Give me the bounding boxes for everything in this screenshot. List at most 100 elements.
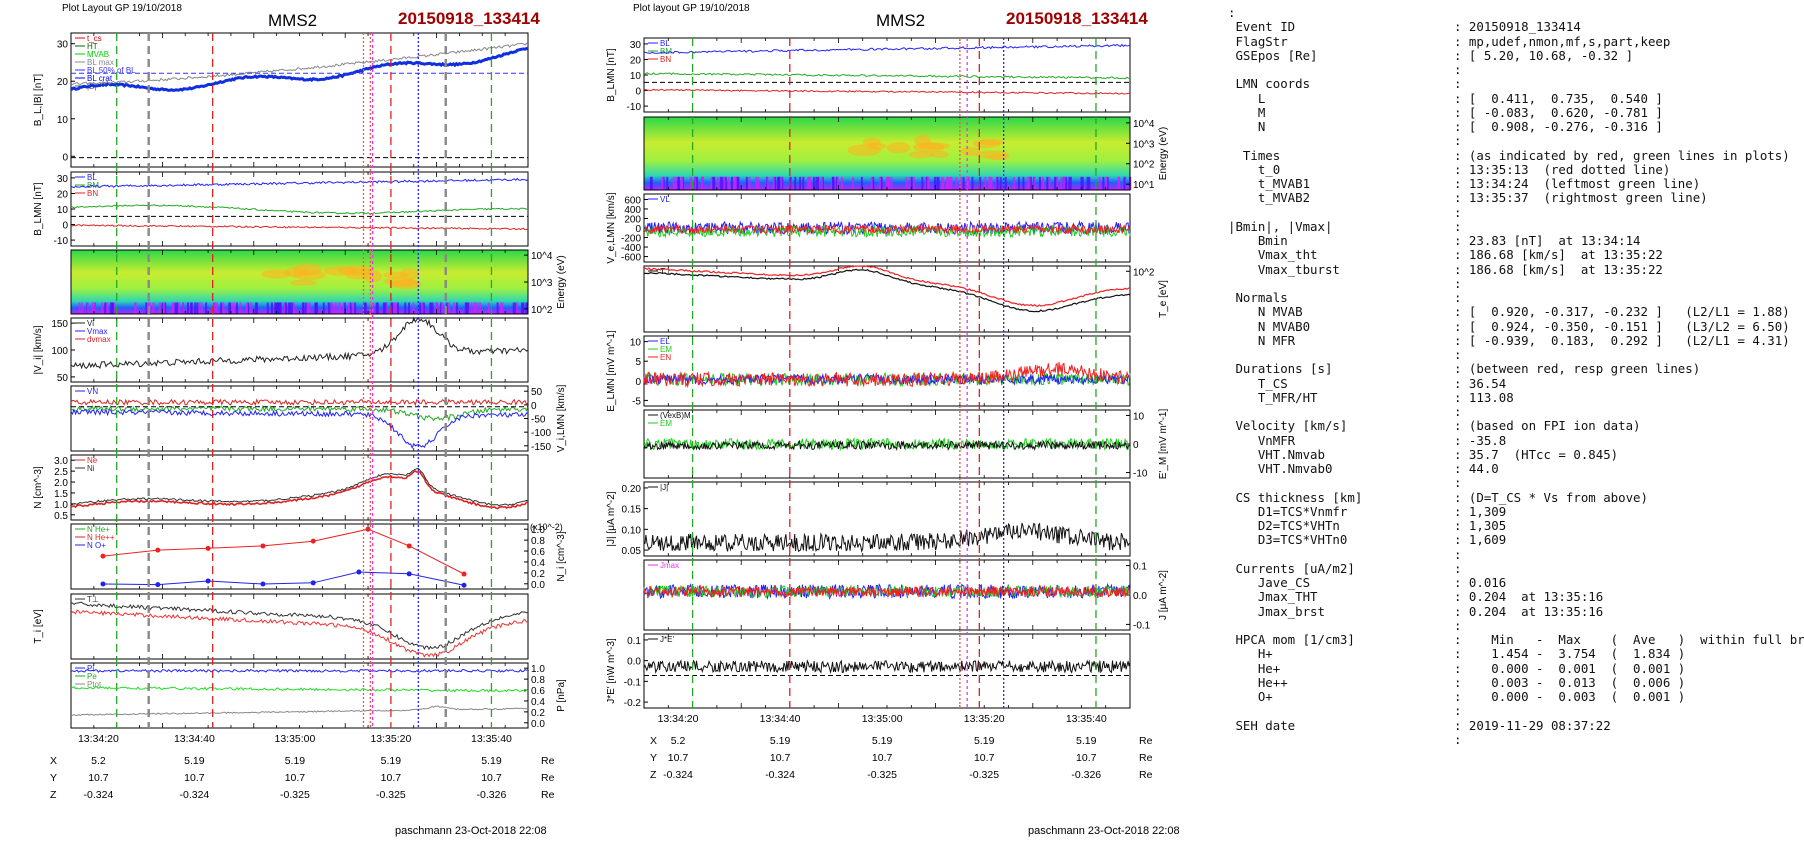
plot-title: MMS2 [876, 11, 925, 30]
spectrogram-noise [860, 176, 863, 190]
position-value: 10.7 [668, 752, 689, 764]
position-value: -0.324 [84, 789, 114, 801]
info-value: : [1454, 731, 1462, 747]
series-Jmag [643, 522, 1131, 553]
info-key: Velocity [km/s] [1228, 418, 1348, 434]
panel-frame [643, 37, 1131, 113]
spectrogram-noise [521, 302, 524, 314]
info-row: t_MVAB1: 13:34:24 (leftmost green line) [1228, 176, 1798, 191]
spectrogram-noise [979, 176, 982, 190]
panel-frame [70, 454, 529, 521]
spectrogram-noise [1062, 176, 1065, 190]
spectrogram-noise [421, 302, 424, 314]
legend-entry: BL max [87, 58, 114, 67]
info-value: : [ -0.083, 0.620, -0.781 ] [1454, 104, 1663, 120]
spectrogram-noise [254, 302, 257, 314]
spectrogram-noise [912, 176, 915, 190]
y-tick-label: 10^2 [1133, 267, 1155, 278]
spectrogram-noise [1054, 176, 1057, 190]
y-tick-label: -0.2 [624, 698, 642, 709]
spectrogram-noise [270, 302, 273, 314]
info-value: : 23.83 [nT] at 13:34:14 [1454, 233, 1641, 248]
spectrogram-noise [289, 302, 292, 314]
y-tick-label: 0.0 [531, 580, 545, 591]
y-tick-label: 10 [1133, 411, 1145, 422]
series-VeN [643, 223, 1131, 236]
spectrogram-noise [525, 302, 528, 314]
spectrogram-noise [1105, 176, 1108, 190]
spectrogram-noise [921, 176, 924, 190]
info-row: : [1228, 731, 1798, 747]
y-tick-label: 0.6 [531, 686, 545, 697]
legend-entry: dvmax [87, 335, 111, 344]
point-O+ [406, 571, 412, 577]
position-value: -0.326 [477, 789, 507, 801]
info-row: : [1228, 5, 1798, 20]
point-He++ [100, 553, 106, 559]
spectrogram-noise [1081, 176, 1084, 190]
point-O+ [205, 578, 211, 584]
info-row: N: [ 0.908, -0.276, -0.316 ] [1228, 119, 1798, 134]
position-value: 10.7 [381, 772, 402, 784]
info-row: Vmax_tht: 186.68 [km/s] at 13:35:22 [1228, 247, 1798, 263]
panel-7: 0.20 0.15 0.10 0.05 |J| [μA m^-2] |J| [606, 481, 1131, 557]
panel-5: 50 0 -50 -100 -150 V_i,LMN [km/s] VN [70, 384, 567, 453]
y-tick-label: 0 [635, 87, 641, 98]
spectrogram-noise [172, 302, 175, 314]
spectrogram-noise [910, 176, 913, 190]
spectrogram-noise [382, 302, 385, 314]
spectrogram-noise [213, 302, 216, 314]
y-tick-label: 20 [57, 77, 69, 88]
info-row: Bmin: 23.83 [nT] at 13:34:14 [1228, 233, 1798, 248]
y-axis-label: |V_i| [km/s] [33, 325, 44, 374]
x-tick-label: 13:35:20 [964, 713, 1005, 725]
info-row: D2=TCS*VHTn: 1,305 [1228, 518, 1798, 533]
panel-frame [70, 523, 529, 590]
legend-entry: Ni [87, 464, 95, 473]
info-value: : 0.000 - 0.001 ( 0.001 ) [1454, 660, 1686, 676]
y-axis-label: E'_M [mV m^-1] [1158, 409, 1169, 480]
legend-entry: T⊥ [87, 595, 99, 604]
y-tick-label: 0.0 [1133, 591, 1147, 602]
info-row: Jmax_brst: 0.204 at 13:35:16 [1228, 604, 1798, 619]
y-tick-label: -5 [632, 396, 641, 407]
spectrogram-noise [696, 176, 699, 190]
y-tick-label: -10 [54, 236, 69, 247]
info-value: : 36.54 [1454, 375, 1507, 391]
info-row: O+: 0.000 - 0.003 ( 0.001 ) [1228, 689, 1798, 704]
info-key: H+ [1228, 646, 1273, 662]
y-tick-label: 0.0 [627, 657, 641, 668]
y-tick-label: -50 [531, 415, 546, 426]
info-key: HPCA mom [1/cm3] [1228, 632, 1355, 647]
x-tick-label: 13:35:00 [862, 713, 903, 725]
series-Ti [70, 601, 528, 651]
spectrogram-noise [515, 302, 518, 314]
legend-entry: N O+ [87, 541, 106, 550]
spectrogram-noise [470, 302, 473, 314]
info-value: : [1454, 703, 1462, 719]
spectrogram-noise [78, 302, 81, 314]
spectrogram-noise [733, 176, 736, 190]
spectrogram-noise [339, 302, 342, 314]
legend-entry: BN [660, 55, 671, 64]
spectrogram-noise [1060, 176, 1063, 190]
spectrogram-noise [721, 176, 724, 190]
panel-9: 0.1 0.0 -0.1 -0.2 J*E' [nW m^-3] J*E' [606, 633, 1131, 709]
info-value: : 186.68 [km/s] at 13:35:22 [1454, 247, 1663, 263]
series-Ptot [70, 705, 528, 717]
info-row: L: [ 0.411, 0.735, 0.540 ] [1228, 91, 1798, 106]
point-He++ [365, 526, 371, 532]
spectrogram-noise [1038, 176, 1041, 190]
y-tick-label: -10 [1133, 469, 1148, 480]
y-tick-label: -10 [627, 102, 642, 113]
spectrogram-noise [161, 302, 164, 314]
y-tick-label: -600 [621, 253, 641, 264]
spectrogram-noise [104, 302, 107, 314]
legend-entry: (VexB)M [660, 411, 691, 420]
spectrogram-noise [343, 302, 346, 314]
info-value: : [1454, 218, 1462, 234]
info-key: Jave_CS [1228, 575, 1311, 590]
